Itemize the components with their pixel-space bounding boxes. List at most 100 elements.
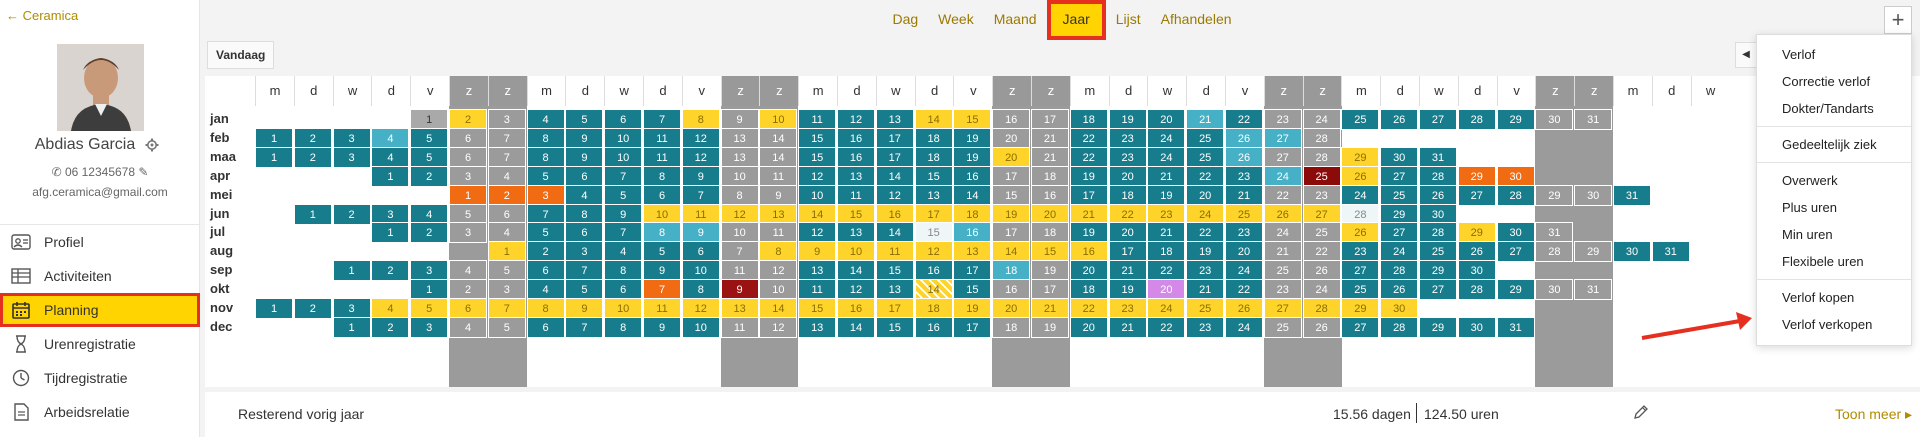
day-cell[interactable]: 22 bbox=[1225, 109, 1263, 130]
day-cell[interactable]: 19 bbox=[1031, 316, 1069, 338]
day-cell[interactable]: 28 bbox=[1457, 279, 1496, 301]
menu-item-dokter-tandarts[interactable]: Dokter/Tandarts bbox=[1782, 101, 1874, 116]
day-cell[interactable]: 11 bbox=[643, 146, 681, 168]
day-cell[interactable]: 30 bbox=[1419, 203, 1457, 225]
day-cell[interactable]: 9 bbox=[565, 127, 604, 149]
day-cell[interactable]: 24 bbox=[1147, 127, 1186, 149]
day-cell[interactable]: 14 bbox=[992, 241, 1031, 263]
day-cell[interactable]: 18 bbox=[914, 127, 953, 149]
day-cell[interactable]: 12 bbox=[875, 184, 914, 206]
day-cell[interactable]: 3 bbox=[565, 241, 604, 263]
day-cell[interactable]: 25 bbox=[1186, 127, 1225, 149]
day-cell[interactable]: 13 bbox=[798, 260, 837, 282]
day-cell[interactable]: 11 bbox=[798, 279, 837, 301]
day-cell[interactable]: 11 bbox=[720, 260, 759, 282]
day-cell[interactable]: 29 bbox=[1419, 316, 1457, 338]
day-cell[interactable]: 19 bbox=[992, 203, 1031, 225]
day-cell[interactable]: 15 bbox=[798, 298, 837, 319]
day-cell[interactable]: 14 bbox=[759, 298, 798, 319]
day-cell[interactable]: 16 bbox=[992, 279, 1031, 301]
day-cell[interactable]: 18 bbox=[953, 203, 992, 225]
day-cell[interactable]: 9 bbox=[643, 260, 681, 282]
day-cell[interactable]: 10 bbox=[604, 146, 643, 168]
day-cell[interactable]: 18 bbox=[992, 260, 1031, 282]
day-cell[interactable]: 14 bbox=[837, 316, 875, 338]
today-button[interactable]: Vandaag bbox=[207, 41, 275, 69]
day-cell[interactable]: 6 bbox=[604, 279, 643, 301]
day-cell[interactable]: 18 bbox=[1108, 184, 1147, 206]
day-cell[interactable]: 30 bbox=[1496, 222, 1535, 244]
day-cell[interactable]: 29 bbox=[1574, 241, 1613, 263]
day-cell[interactable]: 24 bbox=[1186, 203, 1225, 225]
day-cell[interactable]: 25 bbox=[1186, 146, 1225, 168]
day-cell[interactable]: 13 bbox=[875, 279, 914, 301]
day-cell[interactable]: 29 bbox=[1457, 165, 1496, 187]
day-cell[interactable]: 8 bbox=[643, 165, 681, 187]
day-cell[interactable]: 27 bbox=[1341, 316, 1380, 338]
day-cell[interactable]: 7 bbox=[604, 165, 643, 187]
day-cell[interactable]: 26 bbox=[1302, 260, 1341, 282]
day-cell[interactable]: 3 bbox=[371, 203, 410, 225]
day-cell[interactable]: 5 bbox=[487, 260, 526, 282]
day-cell[interactable]: 26 bbox=[1302, 316, 1341, 338]
day-cell[interactable]: 2 bbox=[449, 279, 487, 301]
day-cell[interactable]: 22 bbox=[1108, 203, 1147, 225]
day-cell[interactable]: 6 bbox=[643, 184, 681, 206]
day-cell[interactable]: 24 bbox=[1147, 298, 1186, 319]
day-cell[interactable]: 30 bbox=[1613, 241, 1651, 263]
day-cell[interactable]: 14 bbox=[875, 165, 914, 187]
day-cell[interactable]: 15 bbox=[798, 127, 837, 149]
day-cell[interactable]: 28 bbox=[1302, 146, 1341, 168]
show-more-link[interactable]: Toon meer ▸ bbox=[1835, 406, 1913, 422]
day-cell[interactable]: 4 bbox=[487, 222, 526, 244]
day-cell[interactable]: 8 bbox=[681, 279, 720, 301]
day-cell[interactable]: 2 bbox=[410, 165, 449, 187]
day-cell[interactable]: 23 bbox=[1263, 109, 1302, 130]
day-cell[interactable]: 30 bbox=[1457, 260, 1496, 282]
day-cell[interactable]: 31 bbox=[1419, 146, 1457, 168]
day-cell[interactable]: 21 bbox=[1108, 316, 1147, 338]
day-cell[interactable]: 27 bbox=[1380, 165, 1419, 187]
day-cell[interactable]: 19 bbox=[1031, 260, 1069, 282]
day-cell[interactable]: 4 bbox=[410, 203, 449, 225]
day-cell[interactable]: 8 bbox=[759, 241, 798, 263]
day-cell[interactable]: 3 bbox=[487, 279, 526, 301]
day-cell[interactable]: 20 bbox=[1147, 279, 1186, 301]
day-cell[interactable]: 14 bbox=[914, 279, 953, 301]
day-cell[interactable]: 1 bbox=[371, 165, 410, 187]
day-cell[interactable]: 15 bbox=[875, 316, 914, 338]
day-cell[interactable]: 12 bbox=[759, 316, 798, 338]
day-cell[interactable]: 27 bbox=[1263, 127, 1302, 149]
day-cell[interactable]: 6 bbox=[449, 127, 487, 149]
day-cell[interactable]: 24 bbox=[1225, 316, 1263, 338]
day-cell[interactable]: 2 bbox=[410, 222, 449, 244]
day-cell[interactable]: 22 bbox=[1069, 146, 1108, 168]
edit-phone-icon[interactable]: ✎ bbox=[138, 165, 149, 179]
day-cell[interactable]: 31 bbox=[1651, 241, 1690, 263]
day-cell[interactable]: 18 bbox=[1069, 109, 1108, 130]
day-cell[interactable]: 27 bbox=[1380, 222, 1419, 244]
day-cell[interactable]: 2 bbox=[371, 260, 410, 282]
day-cell[interactable]: 6 bbox=[681, 241, 720, 263]
day-cell[interactable]: 9 bbox=[720, 279, 759, 301]
day-cell[interactable]: 22 bbox=[1147, 260, 1186, 282]
day-cell[interactable]: 17 bbox=[992, 222, 1031, 244]
day-cell[interactable]: 7 bbox=[643, 109, 681, 130]
day-cell[interactable]: 4 bbox=[526, 109, 565, 130]
day-cell[interactable]: 9 bbox=[720, 109, 759, 130]
tab-maand[interactable]: Maand bbox=[993, 11, 1037, 27]
day-cell[interactable]: 7 bbox=[643, 279, 681, 301]
day-cell[interactable]: 25 bbox=[1380, 184, 1419, 206]
day-cell[interactable]: 25 bbox=[1302, 222, 1341, 244]
menu-item-correctie-verlof[interactable]: Correctie verlof bbox=[1782, 74, 1871, 89]
day-cell[interactable]: 10 bbox=[604, 127, 643, 149]
day-cell[interactable]: 12 bbox=[720, 203, 759, 225]
day-cell[interactable]: 22 bbox=[1186, 222, 1225, 244]
day-cell[interactable]: 20 bbox=[1108, 222, 1147, 244]
day-cell[interactable]: 15 bbox=[798, 146, 837, 168]
day-cell[interactable]: 19 bbox=[953, 298, 992, 319]
day-cell[interactable]: 19 bbox=[1186, 241, 1225, 263]
day-cell[interactable]: 5 bbox=[449, 203, 487, 225]
day-cell[interactable]: 20 bbox=[992, 298, 1031, 319]
day-cell[interactable]: 28 bbox=[1457, 109, 1496, 130]
